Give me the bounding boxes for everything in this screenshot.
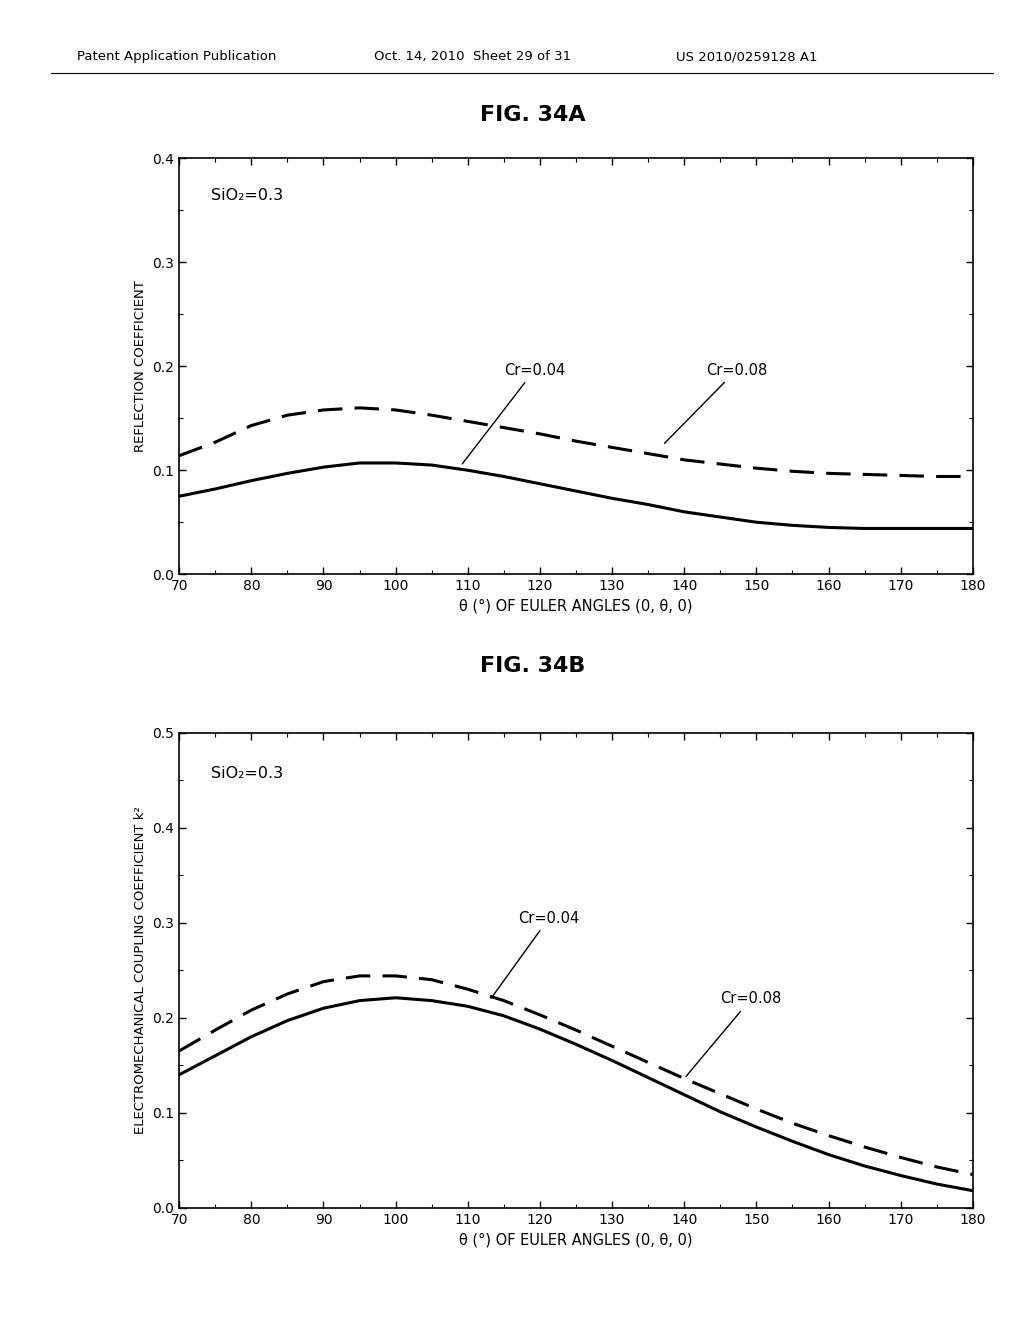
X-axis label: θ (°) OF EULER ANGLES (0, θ, 0): θ (°) OF EULER ANGLES (0, θ, 0) [459, 598, 693, 614]
Text: Patent Application Publication: Patent Application Publication [77, 50, 276, 63]
Text: US 2010/0259128 A1: US 2010/0259128 A1 [676, 50, 817, 63]
Text: Cr=0.04: Cr=0.04 [492, 911, 580, 998]
X-axis label: θ (°) OF EULER ANGLES (0, θ, 0): θ (°) OF EULER ANGLES (0, θ, 0) [459, 1232, 693, 1247]
Text: Oct. 14, 2010  Sheet 29 of 31: Oct. 14, 2010 Sheet 29 of 31 [374, 50, 571, 63]
Text: Cr=0.08: Cr=0.08 [686, 991, 781, 1076]
Text: FIG. 34A: FIG. 34A [479, 106, 586, 125]
Text: SiO₂=0.3: SiO₂=0.3 [211, 766, 283, 781]
Text: FIG. 34B: FIG. 34B [480, 656, 585, 676]
Y-axis label: ELECTROMECHANICAL COUPLING COEFFICIENT k²: ELECTROMECHANICAL COUPLING COEFFICIENT k… [134, 807, 146, 1134]
Text: Cr=0.08: Cr=0.08 [665, 363, 767, 444]
Text: SiO₂=0.3: SiO₂=0.3 [211, 187, 283, 202]
Y-axis label: REFLECTION COEFFICIENT: REFLECTION COEFFICIENT [134, 280, 146, 453]
Text: Cr=0.04: Cr=0.04 [462, 363, 565, 463]
